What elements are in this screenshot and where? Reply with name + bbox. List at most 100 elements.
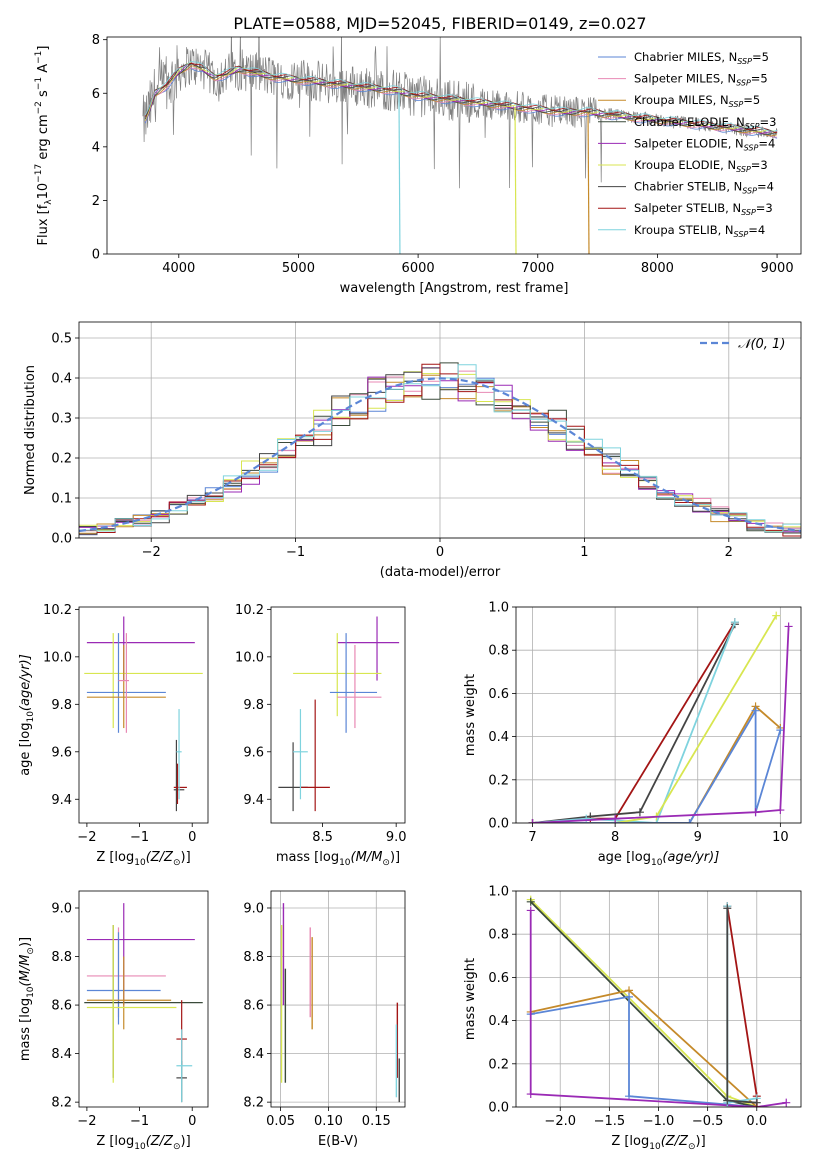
mass-vs-Z-ytick-label: 8.2 [51, 1096, 72, 1111]
mass-vs-Z-xlabel: Z [log10(Z/Z⊙)] [96, 1134, 190, 1152]
mass-vs-Z-ylabel: mass [log10(M/M⊙)] [18, 937, 36, 1061]
spectrum-ytick-label: 2 [92, 194, 100, 209]
age-vs-Z-xlabel: Z [log10(Z/Z⊙)] [96, 850, 190, 868]
age-vs-mass-ytick-label: 10.2 [235, 603, 264, 618]
age-vs-Z-frame [78, 606, 209, 824]
residuals-ytick-label: 0.5 [51, 332, 72, 347]
weight-vs-Z-xlabel: Z [log10(Z/Z⊙)] [611, 1134, 705, 1152]
weight-vs-Z-xtick-label: −1.0 [643, 1114, 675, 1129]
weight-vs-age-ytick-label: 0.8 [488, 644, 509, 659]
weight-vs-age-ytick-label: 1.0 [488, 601, 509, 616]
weight-vs-age-ylabel: mass weight [463, 674, 478, 756]
spectrum-cutoff-line [514, 106, 517, 254]
spectrum-xtick-label: 6000 [402, 261, 435, 276]
age-vs-Z-xtick-label: −2 [77, 830, 96, 845]
mass-vs-ebv-plot [280, 903, 400, 1103]
weight-marker [625, 992, 634, 1001]
residuals-xtick-label: 1 [580, 545, 588, 560]
age-vs-Z-ytick-label: 9.6 [51, 745, 72, 760]
mass-vs-ebv-ytick-label: 8.2 [243, 1096, 264, 1111]
weight-vs-age-ytick-label: 0.2 [488, 773, 509, 788]
legend-entry: Salpeter STELIB, NSSP=3 [634, 201, 773, 217]
spectrum-frame [106, 36, 802, 255]
spectrum-ylabel: Flux [fλ10−17 erg cm−2 s−1 A−1] [34, 46, 54, 246]
weight-vs-age-plot [528, 611, 793, 823]
weight-vs-Z-xtick-label: 0.0 [746, 1114, 767, 1129]
weight-vs-Z-xtick-label: −0.5 [692, 1114, 724, 1129]
weight-line [529, 910, 787, 1107]
mass-vs-ebv-ytick-label: 9.0 [243, 901, 264, 916]
residual-histogram [79, 364, 801, 533]
weight-vs-Z-ytick-label: 0.6 [488, 971, 509, 986]
residuals-xtick-label: −1 [286, 545, 305, 560]
weight-vs-age-xtick-label: 8 [611, 830, 619, 845]
age-vs-mass-xlabel: mass [log10(M/M⊙)] [276, 850, 400, 868]
weight-vs-age-ytick-label: 0.6 [488, 687, 509, 702]
mass-vs-Z-ytick-label: 8.4 [51, 1047, 72, 1062]
weight-vs-Z-plot [526, 895, 791, 1107]
weight-marker [752, 1098, 761, 1107]
panel-weight-vs-age: 7 8 9 10 0.0 0.2 0.4 0.6 0.8 1.0 age [log10(age/yr… [463, 601, 802, 868]
panel-residuals: −2 −1 0 1 2 0.0 0.1 0.2 0.3 0.4 0.5 (data-model)/er… [23, 321, 802, 580]
age-vs-mass-xtick-label: 9.0 [386, 830, 407, 845]
age-vs-Z-ytick-label: 10.0 [43, 650, 72, 665]
age-vs-Z-ytick-label: 10.2 [43, 603, 72, 618]
panel-age-vs-Z: −2 −1 0 9.4 9.6 9.8 10.0 10.2 Z [log10(Z/Z⊙)] age… [18, 603, 209, 868]
residuals-ytick-label: 0.1 [51, 492, 72, 507]
weight-marker [723, 1096, 732, 1105]
mass-vs-Z-xtick-label: −2 [77, 1114, 96, 1129]
weight-vs-Z-ylabel: mass weight [463, 958, 478, 1040]
mass-vs-Z-ytick-label: 8.8 [51, 950, 72, 965]
weight-marker [635, 808, 644, 817]
weight-vs-Z-ytick-label: 1.0 [488, 885, 509, 900]
spectrum-xtick-label: 8000 [641, 261, 674, 276]
weight-marker [611, 814, 620, 823]
weight-line [532, 621, 736, 823]
panel-weight-vs-Z: −2.0 −1.5 −1.0 −0.5 0.0 0.0 0.2 0.4 0.6 0.8 1.0 Z [… [463, 885, 802, 1152]
spectrum-plot [142, 37, 778, 254]
weight-marker [528, 819, 537, 823]
mass-vs-ebv-ytick-label: 8.6 [243, 999, 264, 1014]
age-vs-mass-ytick-label: 9.6 [243, 745, 264, 760]
weight-vs-Z-ytick-label: 0.8 [488, 928, 509, 943]
weight-marker [751, 706, 760, 715]
spectrum-xlabel: wavelength [Angstrom, rest frame] [340, 281, 569, 296]
mass-vs-Z-plot [84, 903, 203, 1103]
age-vs-mass-plot [278, 616, 400, 812]
panel-mass-vs-Z: −2 −1 0 8.2 8.4 8.6 8.8 9.0 Z [log10(Z/Z⊙)] mass … [18, 890, 209, 1152]
residuals-ylabel: Normed distribution [23, 365, 38, 495]
weight-line [532, 623, 736, 823]
weight-line [532, 615, 777, 823]
weight-vs-Z-ytick-label: 0.2 [488, 1057, 509, 1072]
weight-marker [776, 806, 785, 815]
figure-title: PLATE=0588, MJD=52045, FIBERID=0149, z=0… [233, 14, 646, 33]
spectrum-xtick-label: 9000 [761, 261, 794, 276]
age-vs-Z-ytick-label: 9.4 [51, 793, 72, 808]
age-vs-Z-ylabel: age [log10(age/yr)] [18, 654, 36, 776]
weight-marker [582, 814, 591, 823]
weight-line [532, 704, 781, 823]
age-vs-Z-plot [84, 616, 203, 812]
mass-vs-Z-xtick-label: −1 [130, 1114, 149, 1129]
weight-vs-age-ytick-label: 0.4 [488, 730, 509, 745]
weight-marker [730, 618, 739, 627]
mass-vs-Z-ytick-label: 9.0 [51, 901, 72, 916]
residuals-ytick-label: 0.2 [51, 452, 72, 467]
weight-marker [526, 897, 535, 906]
legend-entry: Kroupa ELODIE, NSSP=3 [634, 158, 768, 174]
weight-vs-age-grid [516, 606, 801, 824]
residuals-xtick-label: 2 [725, 545, 733, 560]
spectrum-xtick-label: 4000 [162, 261, 195, 276]
weight-vs-Z-xtick-label: −2.0 [544, 1114, 576, 1129]
weight-vs-age-frame [515, 606, 802, 824]
weight-vs-age-xtick-label: 7 [528, 830, 536, 845]
weight-marker [751, 808, 760, 817]
normal-legend-label: 𝒩(0, 1) [738, 337, 785, 352]
residuals-ytick-label: 0.4 [51, 372, 72, 387]
legend-entry: Chabrier ELODIE, NSSP=3 [634, 115, 776, 131]
mass-vs-ebv-xtick-label: 0.15 [362, 1114, 391, 1129]
residuals-plot [79, 362, 801, 537]
weight-marker [526, 906, 535, 915]
